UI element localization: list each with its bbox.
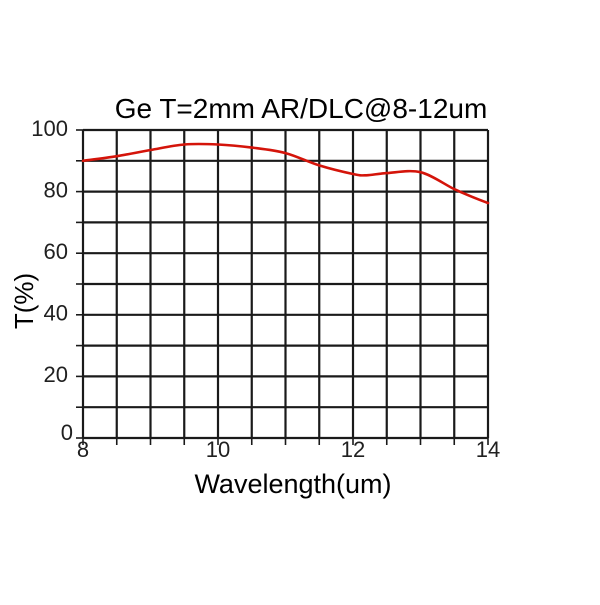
- svg-text:0: 0: [61, 420, 73, 445]
- svg-text:100: 100: [31, 116, 68, 141]
- svg-text:8: 8: [77, 437, 89, 462]
- svg-text:80: 80: [44, 177, 68, 202]
- svg-text:14: 14: [476, 437, 500, 462]
- svg-text:12: 12: [341, 437, 365, 462]
- svg-text:Wavelength(um): Wavelength(um): [194, 469, 391, 499]
- svg-text:20: 20: [44, 362, 68, 387]
- svg-text:T(%): T(%): [9, 273, 39, 329]
- svg-text:10: 10: [206, 437, 230, 462]
- svg-text:60: 60: [44, 239, 68, 264]
- svg-text:40: 40: [44, 301, 68, 326]
- svg-text:Ge T=2mm AR/DLC@8-12um: Ge T=2mm AR/DLC@8-12um: [115, 93, 488, 124]
